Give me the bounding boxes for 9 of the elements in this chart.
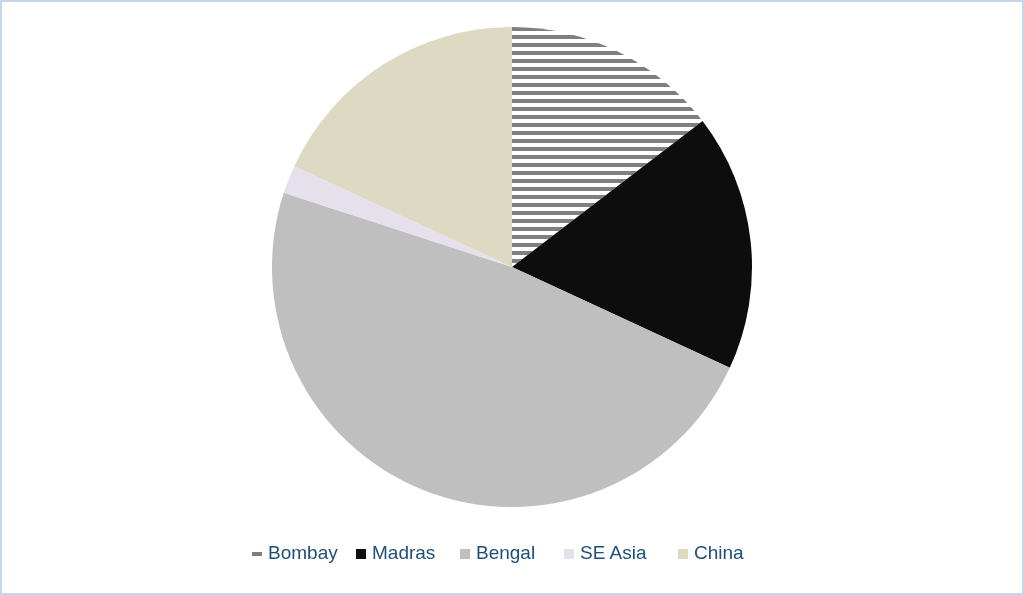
legend-label: China bbox=[694, 542, 745, 563]
legend-label: Bombay bbox=[268, 542, 339, 563]
legend-label: Bengal bbox=[476, 542, 536, 563]
pie-slice bbox=[272, 192, 730, 507]
legend-label: SE Asia bbox=[580, 542, 647, 563]
pie-slice bbox=[294, 27, 512, 267]
pie-slice bbox=[283, 166, 512, 267]
pie-slice bbox=[512, 121, 752, 368]
legend-label: Madras bbox=[372, 542, 436, 563]
